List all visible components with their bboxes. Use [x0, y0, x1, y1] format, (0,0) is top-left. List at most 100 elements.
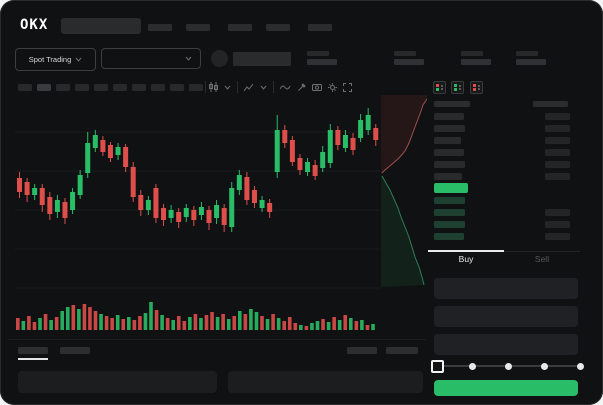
order-row-price[interactable] [434, 173, 462, 180]
candle [244, 177, 250, 200]
nav-item[interactable] [148, 24, 172, 31]
volume-bar [204, 315, 209, 330]
volume-bar [299, 325, 303, 330]
market-type-label: Spot Trading [28, 55, 72, 64]
volume-bar [154, 310, 159, 330]
chevron-down-icon [185, 56, 192, 61]
toolbar-divider [237, 81, 238, 93]
volume-bar [165, 318, 170, 330]
candles-icon[interactable] [209, 82, 218, 92]
candle [229, 188, 235, 227]
book-icon-line [459, 87, 461, 89]
order-row-price[interactable] [434, 125, 465, 132]
pair-dropdown[interactable] [101, 48, 201, 69]
depth-asks-area [381, 95, 427, 173]
bottom-action-1[interactable] [347, 347, 377, 354]
ticker-stat [307, 51, 341, 66]
amount-input[interactable] [434, 306, 578, 327]
interval-button[interactable] [189, 84, 203, 91]
settings-icon[interactable] [328, 82, 337, 92]
interval-button[interactable] [151, 84, 165, 91]
interval-button[interactable] [75, 84, 89, 91]
book-icon-top [473, 84, 476, 87]
book-icon-bars [436, 84, 439, 91]
nav-item[interactable] [266, 24, 290, 31]
interval-button[interactable] [113, 84, 127, 91]
market-type-dropdown[interactable]: Spot Trading [15, 48, 96, 71]
depth-chart [381, 95, 427, 287]
slider-stop[interactable] [504, 363, 512, 370]
order-row-price[interactable] [434, 161, 465, 168]
indicators-icon[interactable] [244, 83, 254, 92]
order-row-price[interactable] [434, 209, 465, 216]
total-input[interactable] [434, 334, 578, 355]
nav-item[interactable] [186, 24, 210, 31]
volume-bar [243, 314, 248, 330]
interval-button[interactable] [56, 84, 70, 91]
volume-bar [343, 315, 348, 330]
chevron-down-icon[interactable] [260, 85, 267, 90]
volume-bar [249, 309, 253, 330]
candle [145, 200, 151, 210]
order-row-price[interactable] [434, 233, 464, 240]
assets-panel [228, 371, 423, 393]
volume-bar [354, 321, 359, 330]
tab-orders[interactable] [18, 347, 48, 354]
okx-logo: OKX [20, 17, 49, 33]
candle [39, 188, 45, 205]
book-icon-line [459, 86, 461, 88]
order-row-price[interactable] [434, 197, 465, 204]
slider-handle[interactable] [431, 360, 444, 373]
price-input[interactable] [434, 278, 578, 299]
volume-bar [360, 320, 364, 330]
candle [274, 130, 280, 172]
volume-chart [16, 302, 375, 330]
camera-icon[interactable] [312, 83, 322, 91]
slider-stop[interactable] [576, 363, 584, 370]
line-style-icon[interactable] [280, 84, 291, 91]
interval-button[interactable] [37, 84, 51, 91]
tab-buy[interactable]: Buy [458, 254, 474, 264]
depth-asks-line [381, 98, 427, 174]
last-price-badge[interactable] [434, 183, 468, 193]
volume-bar [193, 314, 198, 330]
bottom-action-2[interactable] [386, 347, 418, 354]
order-row-price[interactable] [434, 221, 465, 228]
interval-button[interactable] [94, 84, 108, 91]
search-input[interactable] [61, 18, 141, 34]
stat-value-placeholder [307, 59, 337, 65]
orderbook-price-header [434, 101, 470, 107]
order-row-price[interactable] [434, 137, 461, 144]
slider-stop[interactable] [540, 363, 548, 370]
chevron-down-icon[interactable] [224, 85, 231, 90]
candle [206, 210, 212, 223]
orderbook-amount-header [533, 101, 568, 107]
volume-bar [326, 322, 331, 330]
interval-button[interactable] [18, 84, 32, 91]
order-row-price[interactable] [434, 113, 464, 120]
tab-order-history[interactable] [60, 347, 90, 354]
interval-button[interactable] [132, 84, 146, 91]
book-both-icon[interactable] [433, 81, 446, 94]
nav-item[interactable] [228, 24, 252, 31]
volume-bar [110, 318, 114, 330]
book-buys-icon[interactable] [451, 81, 464, 94]
candlestick-chart[interactable] [15, 100, 380, 290]
order-row-amount [545, 221, 570, 228]
candle [289, 140, 295, 162]
volume-bar [349, 318, 353, 330]
volume-bar [365, 325, 370, 330]
candle [297, 158, 303, 170]
order-row-price[interactable] [434, 149, 464, 156]
slider-stop[interactable] [468, 363, 476, 370]
buy-button[interactable] [434, 380, 578, 396]
tab-divider [428, 251, 580, 252]
toolbar-divider [273, 81, 274, 93]
nav-item[interactable] [308, 24, 332, 31]
volume-bar [176, 316, 181, 330]
draw-icon[interactable] [297, 82, 306, 92]
book-sells-icon[interactable] [470, 81, 483, 94]
tab-sell[interactable]: Sell [534, 254, 550, 264]
fullscreen-icon[interactable] [343, 82, 352, 92]
interval-button[interactable] [170, 84, 184, 91]
